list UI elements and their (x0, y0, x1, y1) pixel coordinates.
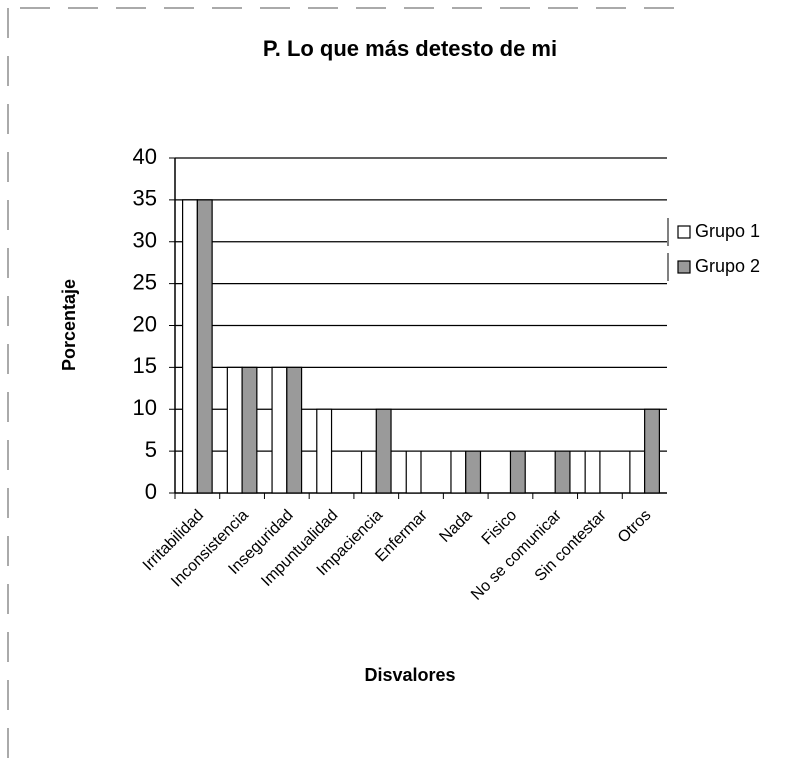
bar (271, 366, 288, 494)
y-tick-label: 0 (145, 479, 157, 504)
bar (584, 450, 601, 494)
bar (509, 450, 526, 494)
x-tick-label: Inconsistencia (168, 507, 252, 591)
bar (360, 450, 377, 494)
bar (316, 408, 333, 494)
chart-title: P. Lo que más detesto de mi (263, 36, 557, 61)
y-tick-label: 20 (133, 311, 157, 336)
bar (450, 450, 467, 494)
y-tick-label: 40 (133, 144, 157, 169)
y-tick-label: 35 (133, 186, 157, 211)
y-tick-label: 30 (133, 228, 157, 253)
x-tick-label: Impuntualidad (258, 507, 341, 590)
bar (465, 450, 482, 494)
y-axis-label: Porcentaje (59, 279, 79, 371)
x-tick-label: Otros (615, 507, 655, 547)
bar (375, 408, 392, 494)
y-tick-label: 25 (133, 269, 157, 294)
y-tick-label: 5 (145, 437, 157, 462)
bar (629, 450, 646, 494)
legend-label: Grupo 1 (695, 221, 760, 241)
y-tick-label: 10 (133, 395, 157, 420)
legend-swatch (677, 225, 691, 239)
bar (286, 366, 303, 494)
x-tick-label: Nada (436, 507, 475, 546)
y-tick-label: 15 (133, 353, 157, 378)
bar (554, 450, 571, 494)
legend-label: Grupo 2 (695, 256, 760, 276)
legend-swatch (677, 260, 691, 274)
bar (644, 408, 660, 494)
x-axis-label: Disvalores (364, 665, 455, 685)
bar (241, 366, 258, 494)
bar (196, 199, 213, 494)
bar (405, 450, 422, 494)
bar (226, 366, 243, 494)
bar (182, 199, 198, 494)
x-tick-label: Fisico (479, 507, 521, 549)
